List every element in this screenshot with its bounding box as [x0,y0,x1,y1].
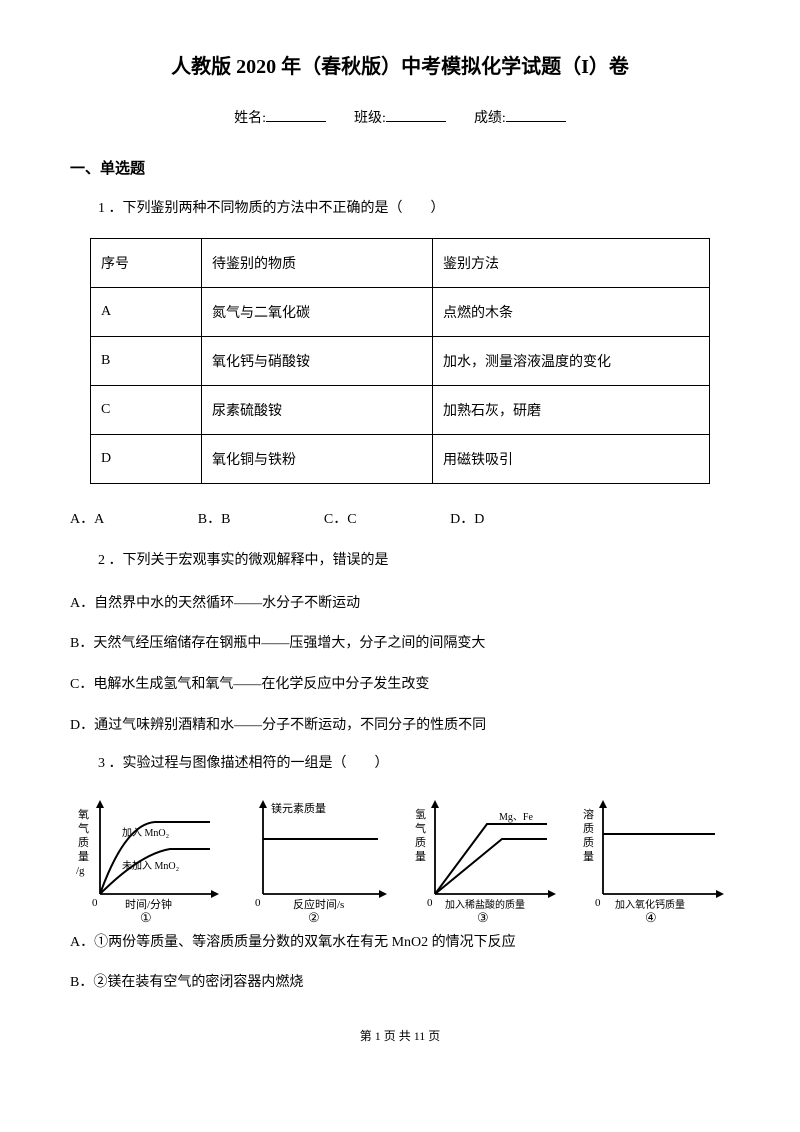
table-cell: D [91,435,202,484]
svg-text:0: 0 [92,897,98,909]
exam-title: 人教版 2020 年（春秋版）中考模拟化学试题（I）卷 [70,50,730,79]
q1-option-b[interactable]: B．B [198,508,231,528]
name-blank[interactable] [266,107,326,122]
svg-text:/g: /g [76,865,85,877]
table-header-cell: 序号 [91,239,202,288]
svg-text:0: 0 [427,897,433,909]
table-header-cell: 待鉴别的物质 [202,239,433,288]
table-cell: A [91,288,202,337]
table-cell: 氧化铜与铁粉 [202,435,433,484]
q2-text: 2 ．下列关于宏观事实的微观解释中，错误的是 [98,550,730,572]
svg-text:反应时间/s: 反应时间/s [293,897,344,911]
svg-text:质: 质 [78,836,89,849]
svg-text:④: ④ [645,910,657,924]
table-cell: C [91,386,202,435]
svg-text:质: 质 [583,822,594,835]
page-footer: 第 1 页 共 11 页 [70,1027,730,1044]
svg-text:③: ③ [477,910,489,924]
table-cell: 加水，测量溶液温度的变化 [433,337,710,386]
svg-text:质: 质 [583,836,594,849]
table-row: D 氧化铜与铁粉 用磁铁吸引 [91,435,710,484]
student-info-line: 姓名: 班级: 成绩: [70,107,730,127]
q3-option-b[interactable]: B．②镁在装有空气的密闭容器内燃烧 [70,970,730,997]
q2-option-b[interactable]: B．天然气经压缩储存在钢瓶中——压强增大，分子之间的间隔变大 [70,631,730,658]
svg-text:气: 气 [78,821,89,835]
q2-option-a[interactable]: A．自然界中水的天然循环——水分子不断运动 [70,591,730,618]
table-row: B 氧化钙与硝酸铵 加水，测量溶液温度的变化 [91,337,710,386]
q1-options: A．A B．B C．C D．D [70,508,730,528]
page: 人教版 2020 年（春秋版）中考模拟化学试题（I）卷 姓名: 班级: 成绩: … [0,0,800,1074]
svg-text:量: 量 [78,850,89,863]
table-cell: 尿素硫酸铵 [202,386,433,435]
svg-text:溶: 溶 [583,807,594,821]
chart-1: 氧 气 质 量 /g 加入 MnO₂ 未加入 MnO₂ 0 时间/分钟 ① [70,794,225,924]
q3-text: 3 ．实验过程与图像描述相符的一组是（ ） [98,753,730,775]
q1-table: 序号 待鉴别的物质 鉴别方法 A 氮气与二氧化碳 点燃的木条 B 氧化钙与硝酸铵… [90,238,710,484]
q3-charts: 氧 气 质 量 /g 加入 MnO₂ 未加入 MnO₂ 0 时间/分钟 ① 镁元… [70,794,730,924]
table-cell: B [91,337,202,386]
table-cell: 加熟石灰，研磨 [433,386,710,435]
q2-option-d[interactable]: D．通过气味辨别酒精和水——分子不断运动，不同分子的性质不同 [70,713,730,740]
table-cell: 点燃的木条 [433,288,710,337]
table-header-row: 序号 待鉴别的物质 鉴别方法 [91,239,710,288]
svg-text:量: 量 [415,850,426,863]
svg-text:②: ② [308,910,320,924]
table-cell: 氧化钙与硝酸铵 [202,337,433,386]
svg-text:未加入 MnO₂: 未加入 MnO₂ [122,860,179,872]
svg-text:加入 MnO₂: 加入 MnO₂ [122,827,169,839]
table-cell: 氮气与二氧化碳 [202,288,433,337]
table-cell: 用磁铁吸引 [433,435,710,484]
q1-option-a[interactable]: A．A [70,508,104,528]
table-row: A 氮气与二氧化碳 点燃的木条 [91,288,710,337]
score-label: 成绩: [474,111,506,126]
q2-option-c[interactable]: C．电解水生成氢气和氧气——在化学反应中分子发生改变 [70,672,730,699]
name-label: 姓名: [234,111,266,126]
class-blank[interactable] [386,107,446,122]
class-label: 班级: [354,111,386,126]
table-row: C 尿素硫酸铵 加熟石灰，研磨 [91,386,710,435]
chart-4: 溶 质 质 量 0 加入氧化钙质量 ④ [575,794,730,924]
q1-option-c[interactable]: C．C [324,508,357,528]
q1-text: 1 ．下列鉴别两种不同物质的方法中不正确的是（ ） [98,198,730,220]
table-header-cell: 鉴别方法 [433,239,710,288]
chart1-ylabel: 氧 [78,807,89,821]
svg-text:0: 0 [595,897,601,909]
q1-option-d[interactable]: D．D [450,508,484,528]
svg-text:Mg、Fe: Mg、Fe [499,812,533,823]
svg-text:质: 质 [415,836,426,849]
svg-text:气: 气 [415,821,426,835]
svg-text:量: 量 [583,850,594,863]
svg-text:0: 0 [255,897,261,909]
svg-text:镁元素质量: 镁元素质量 [271,801,326,815]
score-blank[interactable] [506,107,566,122]
svg-text:氢: 氢 [415,807,426,821]
section-1-header: 一、单选题 [70,157,730,178]
chart-2: 镁元素质量 0 反应时间/s ② [238,794,393,924]
svg-text:①: ① [140,910,152,924]
chart-3: 氢 气 质 量 Mg、Fe 0 加入稀盐酸的质量 ③ [407,794,562,924]
svg-text:时间/分钟: 时间/分钟 [125,897,172,911]
q3-option-a[interactable]: A．①两份等质量、等溶质质量分数的双氧水在有无 MnO2 的情况下反应 [70,930,730,957]
